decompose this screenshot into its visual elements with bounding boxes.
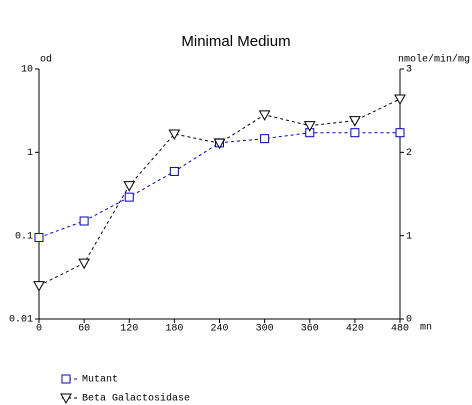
legend-marker bbox=[61, 374, 71, 384]
x-tick-label: 180 bbox=[165, 324, 183, 335]
y2-tick-label: 0 bbox=[406, 315, 412, 326]
y-axis-label: od bbox=[40, 54, 52, 66]
chart-title: Minimal Medium bbox=[181, 33, 290, 50]
marker bbox=[260, 134, 270, 144]
x-tick-label: 360 bbox=[301, 324, 319, 335]
legend-label: Beta Galactosidase bbox=[82, 393, 190, 405]
marker bbox=[123, 181, 136, 192]
x-tick-label: 120 bbox=[120, 324, 138, 335]
x-tick-label: 60 bbox=[78, 324, 90, 335]
y2-axis-label: nmole/min/mg bbox=[398, 54, 470, 66]
legend-marker bbox=[60, 393, 72, 405]
y-tick-label: 0.1 bbox=[15, 231, 33, 242]
marker bbox=[395, 128, 405, 138]
series-line bbox=[38, 98, 401, 287]
y2-tick-label: 2 bbox=[406, 148, 412, 159]
y-tick-label: 1 bbox=[27, 148, 33, 159]
marker bbox=[350, 128, 360, 138]
x-axis-label: mn bbox=[420, 323, 432, 334]
y-tick-label: 10 bbox=[21, 65, 33, 76]
x-tick-label: 0 bbox=[36, 324, 42, 335]
marker bbox=[168, 129, 181, 141]
marker bbox=[349, 116, 361, 127]
x-tick-label: 300 bbox=[256, 324, 274, 335]
x-tick-label: 420 bbox=[346, 324, 364, 335]
x-tick-label: 480 bbox=[391, 324, 409, 335]
marker bbox=[79, 216, 89, 226]
y2-tick-label: 1 bbox=[406, 231, 412, 242]
y-tick-label: 0.01 bbox=[9, 315, 33, 326]
marker bbox=[169, 166, 179, 176]
marker bbox=[34, 233, 44, 243]
x-tick-label: 240 bbox=[210, 324, 228, 335]
marker bbox=[33, 281, 45, 292]
y2-tick-label: 3 bbox=[406, 65, 412, 76]
legend-label: Mutant bbox=[82, 375, 118, 386]
marker bbox=[78, 258, 90, 270]
marker bbox=[258, 110, 271, 121]
marker bbox=[124, 192, 134, 202]
marker bbox=[213, 138, 226, 150]
marker bbox=[394, 94, 406, 106]
marker bbox=[303, 121, 316, 132]
